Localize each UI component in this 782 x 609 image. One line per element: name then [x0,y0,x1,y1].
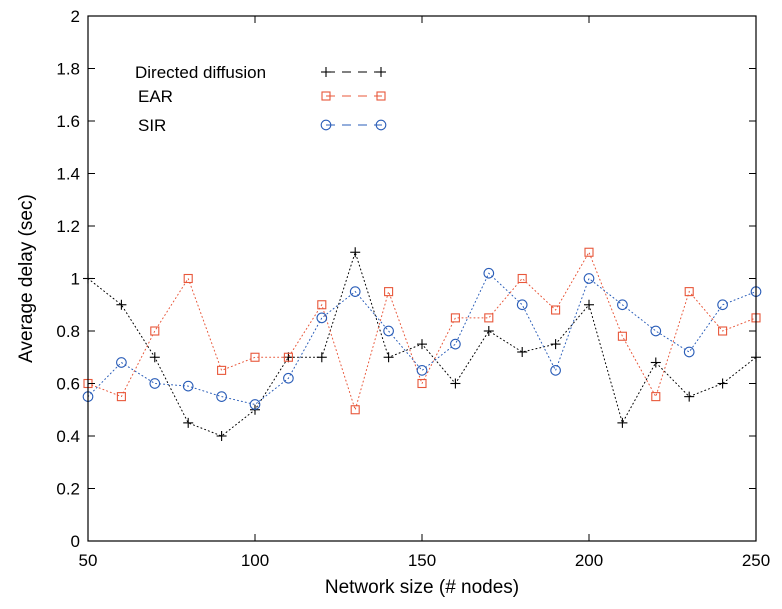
data-point [551,305,561,315]
data-point [550,339,561,350]
data-point [149,352,160,363]
y-tick-label: 0.2 [56,480,80,499]
data-point [149,378,161,389]
data-point [550,365,561,376]
series-2 [82,267,762,410]
data-point [417,378,427,389]
legend-label: EAR [138,87,173,106]
ticks-layer: 50 100 150 200 250 0 0.2 0.4 0.6 0.8 1 1.2 1.4 1.6 1.8… [56,7,770,570]
y-tick-label: 1.8 [56,60,80,79]
data-point [283,372,294,384]
data-point [217,365,227,375]
data-point [250,352,260,362]
data-point [116,357,127,368]
x-tick-label: 50 [79,551,98,570]
data-point [383,352,394,363]
data-point [516,299,528,311]
data-point [450,338,461,350]
x-tick-label: 150 [408,551,436,570]
data-point [517,347,528,357]
data-point [483,267,495,279]
legend-marker [321,91,331,101]
data-point [683,346,695,358]
data-point [483,326,494,336]
data-point [150,326,160,336]
data-point [617,417,628,428]
legend-marker [375,119,387,131]
legend-marker [321,67,331,77]
data-point [349,286,361,297]
legend-marker [320,119,332,131]
data-point [584,247,594,257]
x-axis-title: Network size (# nodes) [325,577,519,598]
data-point [316,312,328,324]
data-point [317,300,327,310]
series-1 [83,247,761,415]
y-tick-label: 2 [71,7,80,26]
data-point [316,352,327,363]
data-point [484,313,494,323]
data-point [617,299,628,311]
series-line [87,272,757,406]
data-point [216,391,227,402]
x-tick-label: 100 [241,551,269,570]
y-tick-label: 0.8 [56,322,80,341]
data-point [717,299,728,311]
data-point [182,380,194,392]
legend-entry: EAR [138,87,386,106]
legend-label: Directed diffusion [135,63,266,82]
y-tick-label: 0.6 [56,375,80,394]
data-point [249,399,261,410]
data-point [283,352,294,363]
y-tick-label: 0.4 [56,427,80,446]
data-point [684,287,694,297]
data-point [350,247,361,258]
legend-entry: SIR [138,116,387,135]
data-point [617,331,627,341]
data-point [450,313,460,323]
data-point [417,339,427,350]
legend-marker [376,91,386,101]
y-axis-title: Average delay (sec) [16,194,37,363]
series-layer [82,247,762,441]
data-point [116,299,127,310]
x-tick-label: 250 [742,551,770,570]
data-point [283,352,293,362]
x-tick-label: 200 [575,551,603,570]
y-tick-label: 1.4 [56,165,80,184]
data-point [650,357,661,368]
data-point [116,392,126,402]
data-point [350,405,360,415]
legend-marker [376,67,386,77]
data-point [684,391,695,402]
data-point [718,326,728,336]
y-tick-label: 0 [71,532,80,551]
data-point [383,325,394,337]
y-tick-label: 1.2 [56,217,80,236]
data-point [216,431,227,441]
data-point [517,273,527,284]
y-tick-label: 1 [71,270,80,289]
data-point [650,325,662,337]
data-point [183,273,193,284]
data-point [583,273,595,284]
data-point [183,417,194,428]
data-point [416,365,428,376]
data-point [584,299,594,310]
legend: Directed diffusion EAR SIR [135,63,387,135]
legend-label: SIR [138,116,166,135]
data-point [384,287,394,297]
y-tick-label: 1.6 [56,112,80,131]
data-point [717,378,728,389]
legend-entry: Directed diffusion [135,63,386,82]
data-point [450,378,461,389]
data-point [651,392,661,402]
series-line [87,251,757,412]
